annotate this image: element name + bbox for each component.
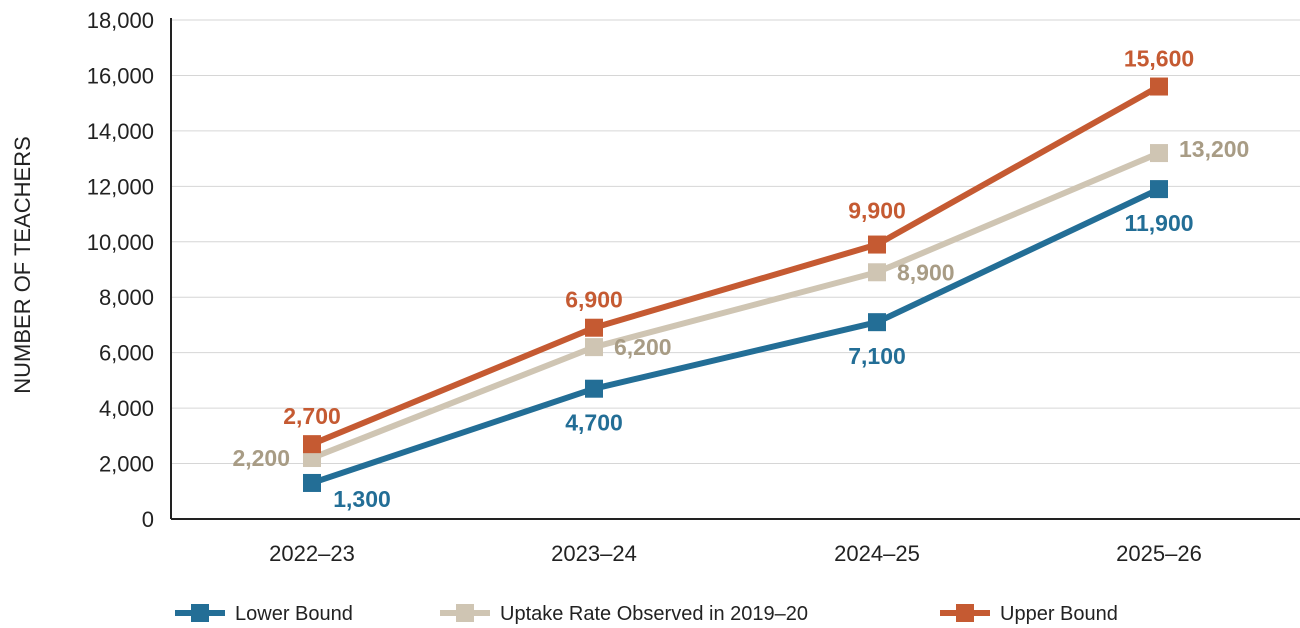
data-point-marker bbox=[585, 379, 603, 398]
series-lines bbox=[303, 77, 1168, 492]
data-point-marker bbox=[303, 473, 321, 492]
y-tick-label: 4,000 bbox=[99, 396, 154, 421]
x-tick-label: 2024–25 bbox=[834, 541, 920, 566]
legend-swatch-marker bbox=[956, 604, 974, 622]
data-label: 2,200 bbox=[232, 445, 290, 471]
x-tick-label: 2025–26 bbox=[1116, 541, 1202, 566]
data-label: 2,700 bbox=[283, 403, 341, 429]
legend-swatch-marker bbox=[191, 604, 209, 622]
data-point-marker bbox=[1150, 144, 1168, 163]
data-point-marker bbox=[585, 338, 603, 357]
data-point-marker bbox=[868, 313, 886, 332]
data-point-marker bbox=[303, 435, 321, 454]
data-point-marker bbox=[303, 449, 321, 468]
y-tick-label: 18,000 bbox=[87, 8, 154, 33]
data-point-marker bbox=[585, 318, 603, 337]
y-tick-label: 12,000 bbox=[87, 174, 154, 199]
legend: Lower Bound Uptake Rate Observed in 2019–… bbox=[175, 603, 1118, 625]
y-tick-label: 6,000 bbox=[99, 341, 154, 366]
data-label: 11,900 bbox=[1124, 210, 1193, 236]
axes: 0 2,000 4,000 6,000 8,000 10,000 12,000 14,000 1… bbox=[10, 8, 1300, 566]
x-tick-label: 2023–24 bbox=[551, 541, 637, 566]
legend-item: Upper Bound bbox=[940, 603, 1118, 625]
legend-label: Uptake Rate Observed in 2019–20 bbox=[500, 603, 808, 625]
legend-label: Lower Bound bbox=[235, 603, 353, 625]
y-tick-label: 2,000 bbox=[99, 452, 154, 477]
legend-label: Upper Bound bbox=[1000, 603, 1118, 625]
data-label: 13,200 bbox=[1179, 136, 1249, 162]
series-line-2 bbox=[310, 83, 1161, 447]
data-label: 4,700 bbox=[565, 410, 623, 436]
data-point-marker bbox=[1150, 180, 1168, 199]
x-tick-label: 2022–23 bbox=[269, 541, 355, 566]
y-tick-label: 14,000 bbox=[87, 119, 154, 144]
data-label: 8,900 bbox=[897, 259, 955, 285]
series-line-1 bbox=[310, 150, 1161, 461]
data-point-marker bbox=[868, 263, 886, 282]
data-point-marker bbox=[1150, 77, 1168, 96]
data-label: 6,200 bbox=[614, 334, 672, 360]
series-line-0 bbox=[311, 186, 1161, 486]
data-labels: 1,300 4,700 7,100 11,900 2,200 6,200 8,900 13,2… bbox=[232, 46, 1249, 512]
data-label: 7,100 bbox=[848, 343, 906, 369]
y-tick-label: 10,000 bbox=[87, 230, 154, 255]
y-tick-label: 0 bbox=[142, 507, 154, 532]
legend-item: Uptake Rate Observed in 2019–20 bbox=[440, 603, 808, 625]
legend-swatch-marker bbox=[456, 604, 474, 622]
y-tick-label: 8,000 bbox=[99, 285, 154, 310]
gridlines bbox=[171, 19, 1300, 465]
data-label: 15,600 bbox=[1124, 46, 1194, 72]
data-point-marker bbox=[868, 235, 886, 254]
legend-item: Lower Bound bbox=[175, 603, 353, 625]
data-label: 9,900 bbox=[848, 198, 906, 224]
y-tick-label: 16,000 bbox=[87, 63, 154, 88]
data-label: 6,900 bbox=[565, 287, 623, 313]
data-label: 1,300 bbox=[333, 486, 391, 512]
y-axis-title: NUMBER OF TEACHERS bbox=[10, 136, 35, 394]
